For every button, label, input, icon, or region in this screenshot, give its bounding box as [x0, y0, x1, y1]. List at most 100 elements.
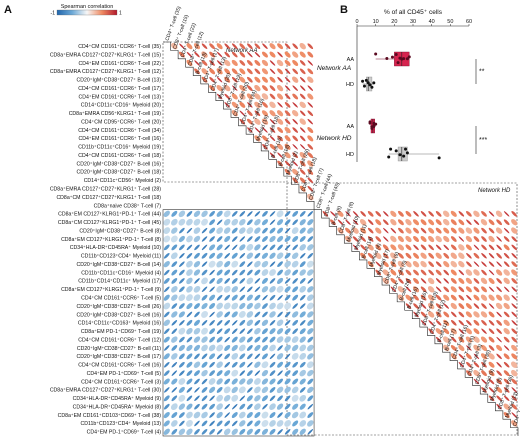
heatmap-cell	[473, 286, 480, 293]
row-label: CD11b⁺CD14⁺CD11c⁺ Myeloid (17)	[78, 279, 161, 285]
heatmap-cell	[216, 294, 223, 301]
heatmap-cell	[239, 269, 246, 276]
heatmap-cell	[443, 278, 449, 284]
heatmap-cell	[383, 227, 389, 234]
heatmap-cell	[443, 303, 449, 309]
heatmap-cell	[269, 93, 276, 100]
heatmap-cell	[488, 387, 495, 393]
heatmap-cell	[511, 420, 518, 427]
heatmap-cell	[413, 303, 419, 309]
panel-b-network-label: Network AA	[317, 65, 351, 72]
heatmap-cell	[299, 294, 306, 301]
heatmap-cell	[435, 210, 442, 217]
heatmap-cell	[299, 185, 306, 192]
heatmap-cell	[170, 403, 178, 411]
heatmap-cell	[201, 68, 208, 75]
heatmap-cell	[307, 60, 314, 66]
heatmap-cell	[306, 260, 314, 268]
heatmap-cell	[473, 311, 480, 318]
heatmap-cell	[398, 227, 404, 234]
row-label: CD14⁺CD11c⁺CD56⁺ Myeloid (2)	[84, 178, 162, 184]
heatmap-cell	[231, 361, 238, 368]
heatmap-cell	[284, 219, 291, 226]
heatmap-cell	[307, 85, 314, 91]
row-label: CD8a⁺CM CD127⁺KLRG1⁺PD-1⁺ T-cell (45)	[58, 220, 161, 226]
heatmap-cell	[201, 43, 208, 49]
heatmap-cell	[480, 336, 488, 343]
heatmap-cell	[261, 277, 268, 284]
heatmap-cell	[488, 261, 495, 267]
heatmap-cell	[466, 252, 472, 259]
heatmap-cell	[186, 302, 193, 310]
heatmap-cell	[209, 51, 216, 58]
heatmap-cell	[239, 378, 246, 385]
heatmap-cell	[201, 244, 208, 251]
heatmap-cell	[277, 68, 284, 75]
data-point	[390, 55, 394, 59]
heatmap-cell	[193, 361, 201, 368]
data-point	[374, 122, 378, 126]
heatmap-cell	[284, 420, 292, 427]
heatmap-cell	[488, 378, 495, 385]
heatmap-cell	[511, 395, 518, 402]
heatmap-cell	[503, 378, 510, 385]
heatmap-cell	[178, 394, 186, 402]
heatmap-cell	[178, 378, 186, 385]
heatmap-cell	[201, 428, 208, 435]
heatmap-cell	[458, 277, 465, 284]
heatmap-cell	[246, 319, 254, 327]
heatmap-cell	[209, 85, 216, 92]
heatmap-cell	[193, 319, 201, 326]
heatmap-cell	[413, 277, 419, 284]
panel-b-network-label: Network HD	[316, 135, 351, 142]
heatmap-cell	[473, 378, 480, 385]
heatmap-cell	[216, 210, 223, 217]
heatmap-cell	[307, 102, 314, 108]
heatmap-cell	[179, 253, 185, 259]
heatmap-cell	[450, 277, 457, 284]
heatmap-cell	[276, 420, 284, 427]
row-label: CD20⁺IgM⁺CD38⁺CD27⁺ B-cell (16)	[77, 312, 162, 318]
heatmap-cell	[420, 260, 427, 268]
heatmap-cell	[231, 344, 238, 352]
heatmap-cell	[405, 260, 412, 268]
heatmap-cell	[375, 244, 382, 251]
heatmap-cell	[163, 244, 170, 251]
heatmap-cell	[224, 403, 230, 410]
x-tick-label: 0	[355, 19, 358, 25]
heatmap-cell	[171, 227, 178, 234]
heatmap-cell	[163, 403, 170, 410]
heatmap-cell	[209, 386, 216, 393]
heatmap-cell	[488, 219, 495, 226]
heatmap-cell	[171, 218, 178, 226]
heatmap-cell	[435, 261, 442, 267]
heatmap-cell	[473, 236, 480, 242]
heatmap-cell	[224, 344, 231, 352]
heatmap-cell	[246, 420, 253, 427]
heatmap-cell	[511, 320, 517, 326]
heatmap-cell	[307, 412, 314, 418]
heatmap-cell	[216, 353, 223, 360]
network-hd-label: Network HD	[478, 188, 511, 194]
heatmap-cell	[254, 269, 261, 276]
heatmap-cell	[201, 420, 208, 427]
heatmap-cell	[269, 244, 276, 251]
heatmap-cell	[488, 244, 495, 251]
heatmap-cell	[412, 286, 420, 293]
heatmap-cell	[254, 278, 261, 284]
heatmap-cell	[443, 227, 450, 234]
heatmap-cell	[246, 428, 253, 435]
heatmap-cell	[246, 302, 253, 310]
heatmap-cell	[276, 84, 284, 92]
heatmap-cell	[239, 68, 246, 75]
heatmap-cell	[307, 43, 314, 50]
heatmap-cell	[473, 210, 480, 218]
heatmap-cell	[503, 236, 510, 242]
heatmap-cell	[269, 51, 276, 58]
heatmap-cell	[496, 403, 502, 410]
heatmap-cell	[186, 43, 193, 50]
heatmap-cell	[435, 252, 442, 259]
heatmap-cell	[284, 320, 291, 326]
panel-a-label: A	[4, 4, 12, 16]
heatmap-cell	[450, 320, 457, 326]
